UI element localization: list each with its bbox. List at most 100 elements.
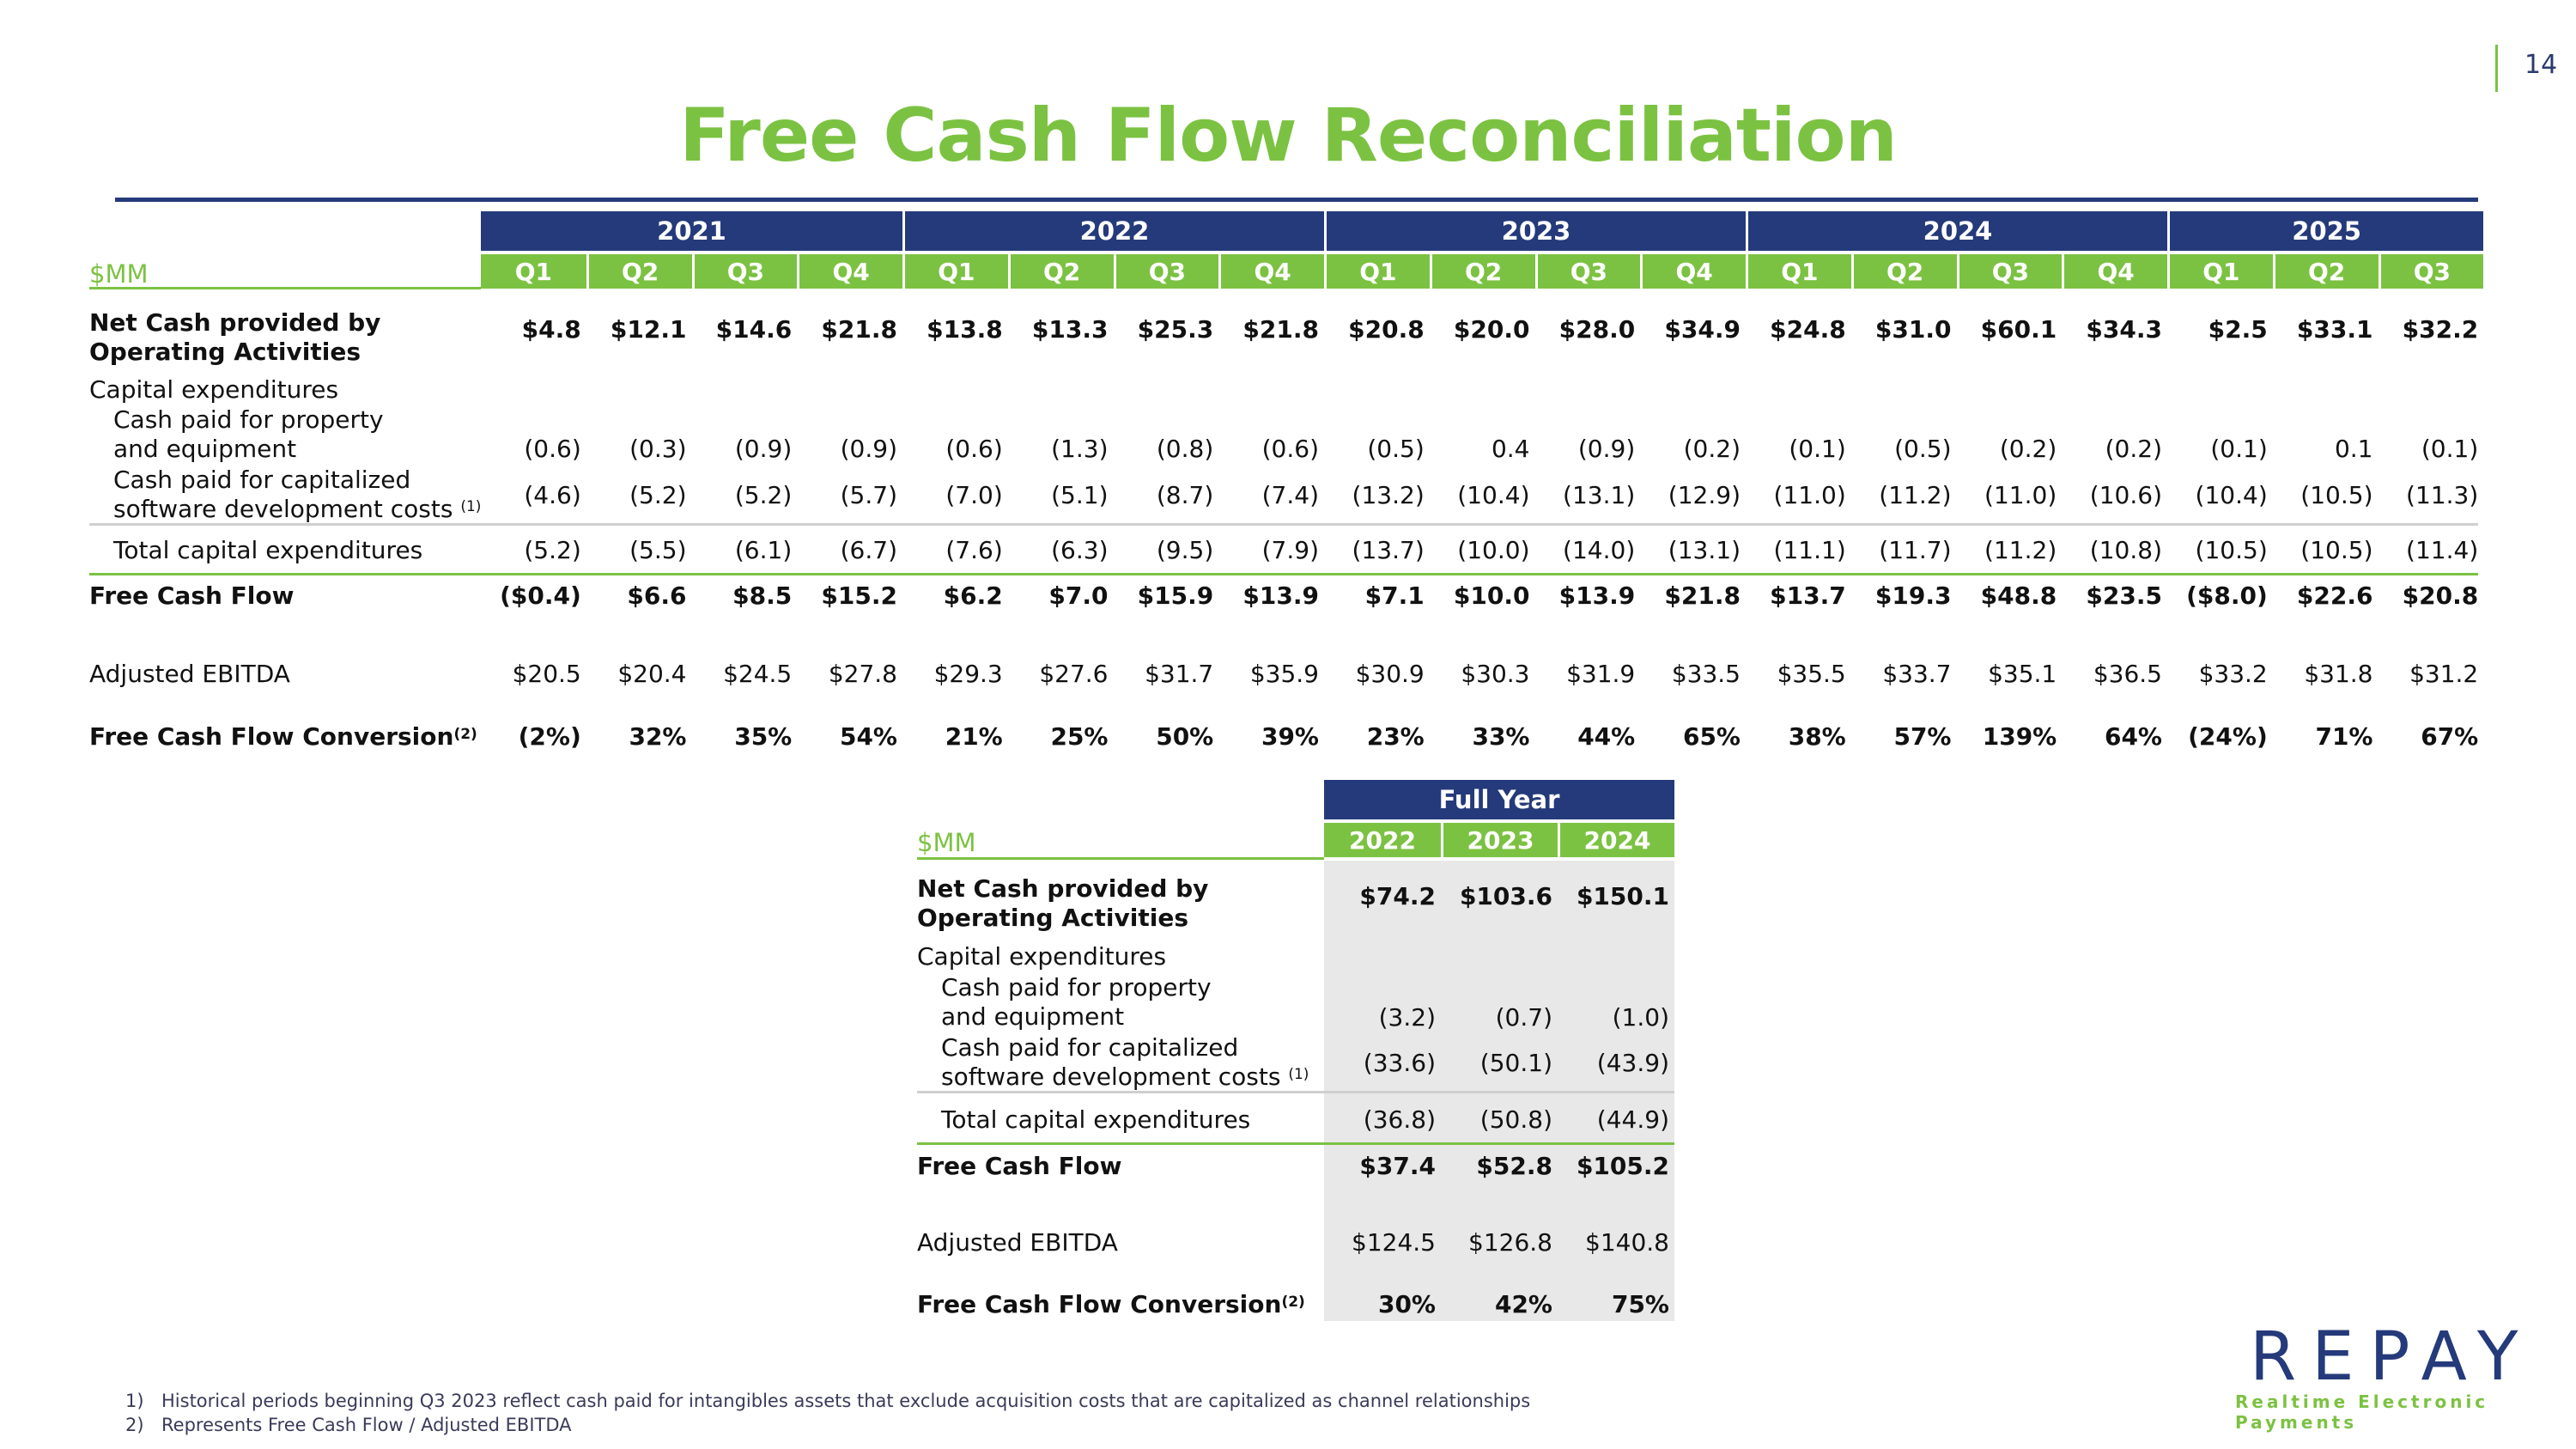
value-software: (5.2) (629, 481, 687, 509)
label-software-costs: Cash paid for capitalized software devel… (113, 466, 481, 524)
fy-value-total-capex: (50.8) (1479, 1105, 1552, 1134)
value-fcf: $22.6 (2296, 581, 2373, 610)
label-total-capex: Total capital expenditures (941, 1105, 1251, 1134)
rule-before-total (917, 1091, 1674, 1093)
value-ebitda: $35.5 (1777, 660, 1846, 688)
label-adjusted-ebitda: Adjusted EBITDA (917, 1228, 1118, 1257)
value-ppe: (0.1) (2210, 435, 2268, 463)
fy-value-ppe: (0.7) (1495, 1003, 1552, 1032)
value-ppe: (0.6) (1261, 435, 1319, 463)
label-net-cash-operating: Net Cash provided by Operating Activitie… (917, 874, 1208, 933)
value-conversion: 35% (734, 722, 793, 751)
value-ppe: (0.1) (1789, 435, 1846, 463)
year-header-2024: 2024 (1746, 211, 2167, 251)
quarter-header: Q3 (1113, 254, 1219, 289)
value-ncfo: $14.6 (715, 315, 793, 344)
unit-label: $MM (917, 828, 976, 857)
fy-value-conversion: 30% (1377, 1290, 1436, 1318)
value-ebitda: $33.7 (1882, 660, 1952, 688)
footnote-ref: (2) (1281, 1294, 1305, 1311)
label-line-2: Operating Activities (89, 338, 361, 366)
fy-value-total-capex: (36.8) (1363, 1105, 1436, 1134)
rule-before-total (89, 523, 2478, 526)
value-fcf: $20.8 (2402, 581, 2479, 610)
quarter-header: Q1 (2167, 254, 2273, 289)
value-ebitda: $35.1 (1988, 660, 2057, 688)
value-ncfo: $34.3 (2086, 315, 2162, 344)
value-software: (5.7) (840, 481, 897, 509)
value-ncfo: $25.3 (1137, 315, 1214, 344)
value-fcf: $13.9 (1242, 581, 1319, 610)
quarter-header: Q2 (1429, 254, 1535, 289)
value-fcf: $6.6 (627, 581, 687, 610)
quarter-header: Q3 (2378, 254, 2484, 289)
label-text: Free Cash Flow Conversion (917, 1290, 1282, 1318)
value-ebitda: $33.5 (1671, 660, 1741, 688)
value-software: (12.9) (1668, 481, 1741, 509)
value-total-capex: (11.1) (1773, 536, 1846, 564)
unit-underline (917, 857, 1324, 860)
value-fcf: $15.9 (1137, 581, 1214, 610)
value-ppe: (0.5) (1894, 435, 1952, 463)
quarter-header: Q4 (797, 254, 902, 289)
value-conversion: (2%) (518, 722, 581, 751)
value-total-capex: (11.4) (2406, 536, 2479, 564)
quarter-header: Q2 (1007, 254, 1114, 289)
value-ebitda: $20.5 (512, 660, 581, 688)
value-fcf: $10.0 (1453, 581, 1530, 610)
title-rule (115, 198, 2478, 202)
fy-value-ncfo: $74.2 (1359, 882, 1436, 910)
value-fcf: $15.2 (821, 581, 897, 610)
value-software: (13.1) (1563, 481, 1636, 509)
fy-value-total-capex: (44.9) (1596, 1105, 1669, 1134)
value-conversion: 32% (629, 722, 687, 751)
value-conversion: (24%) (2188, 722, 2268, 751)
fy-value-software: (33.6) (1363, 1049, 1436, 1077)
fy-value-ncfo: $103.6 (1459, 882, 1552, 910)
value-ncfo: $34.9 (1664, 315, 1741, 344)
value-total-capex: (14.0) (1563, 536, 1636, 564)
value-ncfo: $13.3 (1031, 315, 1109, 344)
value-ebitda: $29.3 (933, 660, 1003, 688)
value-ebitda: $31.7 (1145, 660, 1214, 688)
repay-tagline: Realtime Electronic Payments (2235, 1391, 2489, 1433)
value-software: (5.2) (734, 481, 793, 509)
value-conversion: 23% (1366, 722, 1425, 751)
label-free-cash-flow: Free Cash Flow (917, 1152, 1122, 1180)
value-ppe: (0.1) (2421, 435, 2479, 463)
label-property-equipment: Cash paid for property and equipment (941, 973, 1212, 1032)
quarter-header: Q1 (1746, 254, 1851, 289)
page-number: 14 (2524, 50, 2558, 80)
label-line-2: software development costs (941, 1062, 1281, 1091)
value-software: (11.2) (1879, 481, 1952, 509)
value-fcf: $13.9 (1558, 581, 1636, 610)
value-ppe: (0.9) (734, 435, 793, 463)
value-software: (11.0) (1984, 481, 2057, 509)
label-line-2: software development costs (113, 495, 453, 523)
value-total-capex: (11.7) (1879, 536, 1952, 564)
value-ncfo: $21.8 (1242, 315, 1319, 344)
value-ncfo: $31.0 (1874, 315, 1952, 344)
value-conversion: 50% (1156, 722, 1214, 751)
value-total-capex: (7.6) (945, 536, 1003, 564)
fy-value-ppe: (3.2) (1378, 1003, 1436, 1032)
value-fcf: ($0.4) (500, 581, 581, 610)
value-ppe: (0.2) (1683, 435, 1741, 463)
value-ppe: 0.1 (2334, 435, 2373, 463)
value-ncfo: $60.1 (1980, 315, 2057, 344)
label-capital-expenditures: Capital expenditures (89, 375, 339, 404)
label-free-cash-flow: Free Cash Flow (89, 581, 295, 610)
value-fcf: $23.5 (2086, 581, 2162, 610)
label-line-1: Cash paid for capitalized (113, 466, 411, 494)
value-ncfo: $21.8 (821, 315, 897, 344)
footnote-ref: (1) (460, 498, 482, 515)
value-fcf: $8.5 (732, 581, 793, 610)
value-ebitda: $20.4 (617, 660, 687, 688)
footnote-number: 2) (125, 1415, 144, 1435)
value-ncfo: $28.0 (1558, 315, 1636, 344)
value-ncfo: $2.5 (2208, 315, 2268, 344)
year-header-2025: 2025 (2167, 211, 2484, 251)
value-conversion: 54% (839, 722, 897, 751)
label-capital-expenditures: Capital expenditures (917, 942, 1167, 971)
label-adjusted-ebitda: Adjusted EBITDA (89, 660, 290, 688)
